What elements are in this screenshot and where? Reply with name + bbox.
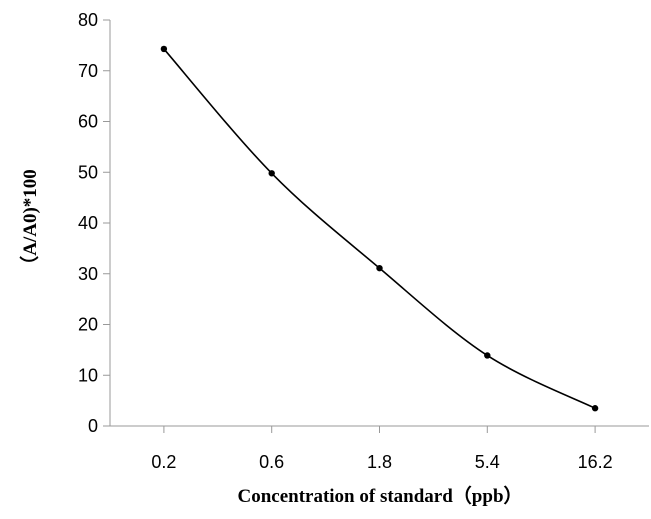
x-tick-label: 0.2 — [151, 452, 176, 472]
y-tick-label: 70 — [78, 61, 98, 81]
x-axis: 0.2 0.6 1.8 5.4 16.2 — [110, 425, 649, 472]
x-tick-label: 5.4 — [475, 452, 500, 472]
y-tick-label: 20 — [78, 315, 98, 335]
series-line — [163, 48, 596, 409]
data-point — [268, 170, 275, 177]
x-tick-label: 16.2 — [578, 452, 613, 472]
y-axis-title: （A/A0)*100 — [18, 169, 41, 275]
data-point — [376, 264, 383, 272]
y-tick-label: 10 — [78, 365, 98, 385]
y-tick-label: 50 — [78, 162, 98, 182]
y-tick-label: 60 — [78, 112, 98, 132]
data-point — [484, 352, 491, 359]
series — [160, 45, 599, 412]
x-tick-label: 1.8 — [367, 452, 392, 472]
y-axis: 0 10 20 30 40 50 60 70 80 — [78, 10, 111, 436]
x-tick-label: 0.6 — [259, 452, 284, 472]
x-axis-title: Concentration of standard（ppb） — [237, 484, 522, 507]
data-point — [591, 405, 599, 412]
y-tick-label: 80 — [78, 10, 98, 30]
data-point — [160, 45, 168, 53]
y-tick-label: 30 — [78, 264, 98, 284]
y-tick-label: 0 — [88, 416, 98, 436]
y-tick-label: 40 — [78, 213, 98, 233]
